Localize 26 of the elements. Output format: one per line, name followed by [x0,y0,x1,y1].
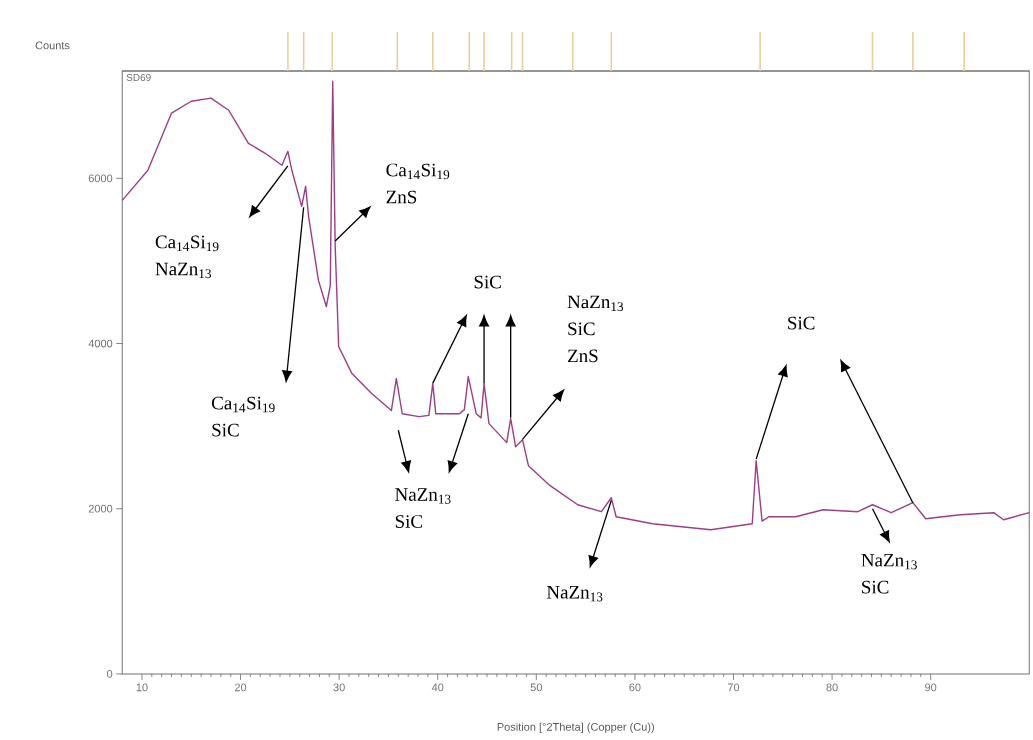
x-tick-label: 70 [727,683,740,692]
text: Ca$_{14}$Si$_{19}$ ZnS [386,163,450,204]
x-axis-title: Position [°2Theta] (Copper (Cu)) [497,722,654,733]
x-tick-label: 90 [925,683,937,692]
x-tick-label: 40 [431,683,444,692]
y-tick-label: 6000 [88,174,113,183]
x-tick-label: 60 [629,683,641,692]
annotation: SiC [474,275,501,289]
text: NaZn$_{13}$ SiC ZnS [567,295,624,363]
x-tick-label: 50 [530,683,542,692]
text: Ca$_{14}$Si$_{19}$ SiC [211,396,275,437]
annotation: SD69 [126,73,151,82]
y-tick-label: 2000 [88,504,113,513]
x-tick-label: 30 [333,683,345,692]
y-axis-title: Counts [35,41,70,50]
annotation: SiC [788,316,815,330]
y-tick-label: 4000 [88,339,113,348]
x-tick-label: 20 [234,683,247,692]
line-series [121,80,1030,531]
annotation: NaZn$_{13}$ [546,585,603,602]
x-tick-label: 80 [826,683,838,692]
annotation: Ca$_{14}$Si$_{19}$ NaZn$_{13}$ [155,235,219,279]
text: NaZn$_{13}$ SiC [395,488,451,528]
x-tick-label: 10 [136,683,148,692]
y-tick-label: 0 [107,670,113,678]
text: NaZn$_{13}$ SiC [861,553,917,594]
